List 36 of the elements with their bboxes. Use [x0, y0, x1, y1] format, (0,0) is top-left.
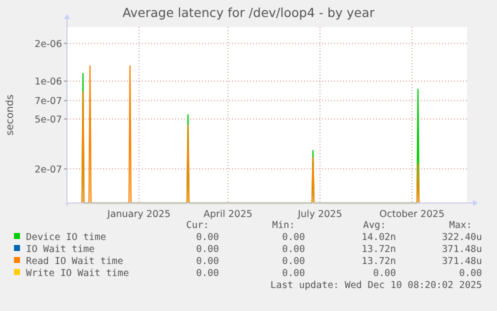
- x-tick-label: October 2025: [379, 209, 445, 220]
- text: Avg:: [363, 220, 386, 231]
- y-tick-label: 2e-06: [34, 38, 62, 50]
- text: 0.00: [196, 232, 220, 243]
- text: Last update: Wed Dec 10 08:20:02 2025: [270, 280, 482, 291]
- text: 0.00: [196, 268, 220, 279]
- x-tick-label: April 2025: [204, 209, 252, 220]
- text: Min:: [272, 220, 295, 231]
- y-tick-label: 2e-07: [34, 164, 62, 176]
- y-axis-title: seconds: [5, 94, 16, 136]
- y-tick-label: 1e-06: [34, 76, 62, 88]
- x-tick-label: January 2025: [106, 209, 171, 220]
- text: 14.02n: [362, 232, 396, 243]
- text: 371.48u: [442, 256, 482, 267]
- legend-label: IO Wait time: [26, 244, 95, 255]
- text: 0.00: [196, 256, 220, 267]
- legend-label: Read IO Wait time: [26, 256, 124, 267]
- text: 0.00: [282, 268, 306, 279]
- x-tick-label: July 2025: [296, 209, 342, 220]
- text: 0.00: [282, 232, 306, 243]
- legend-label: Device IO time: [26, 232, 106, 243]
- legend-label: Write IO Wait time: [26, 268, 130, 279]
- text: 0.00: [373, 268, 396, 279]
- chart-title: Average latency for /dev/loop4 - by year: [122, 5, 376, 20]
- text: 371.48u: [442, 244, 482, 255]
- text: 322.40u: [442, 232, 482, 243]
- y-tick-label: 7e-07: [34, 96, 62, 108]
- text: Cur:: [186, 220, 209, 231]
- text: 0.00: [196, 244, 220, 255]
- text: 0.00: [459, 268, 482, 279]
- text: 0.00: [282, 256, 306, 267]
- text: Max:: [449, 220, 472, 231]
- text: 0.00: [282, 244, 306, 255]
- text: 13.72n: [362, 244, 396, 255]
- y-tick-label: 5e-07: [34, 114, 62, 126]
- text: 13.72n: [362, 256, 396, 267]
